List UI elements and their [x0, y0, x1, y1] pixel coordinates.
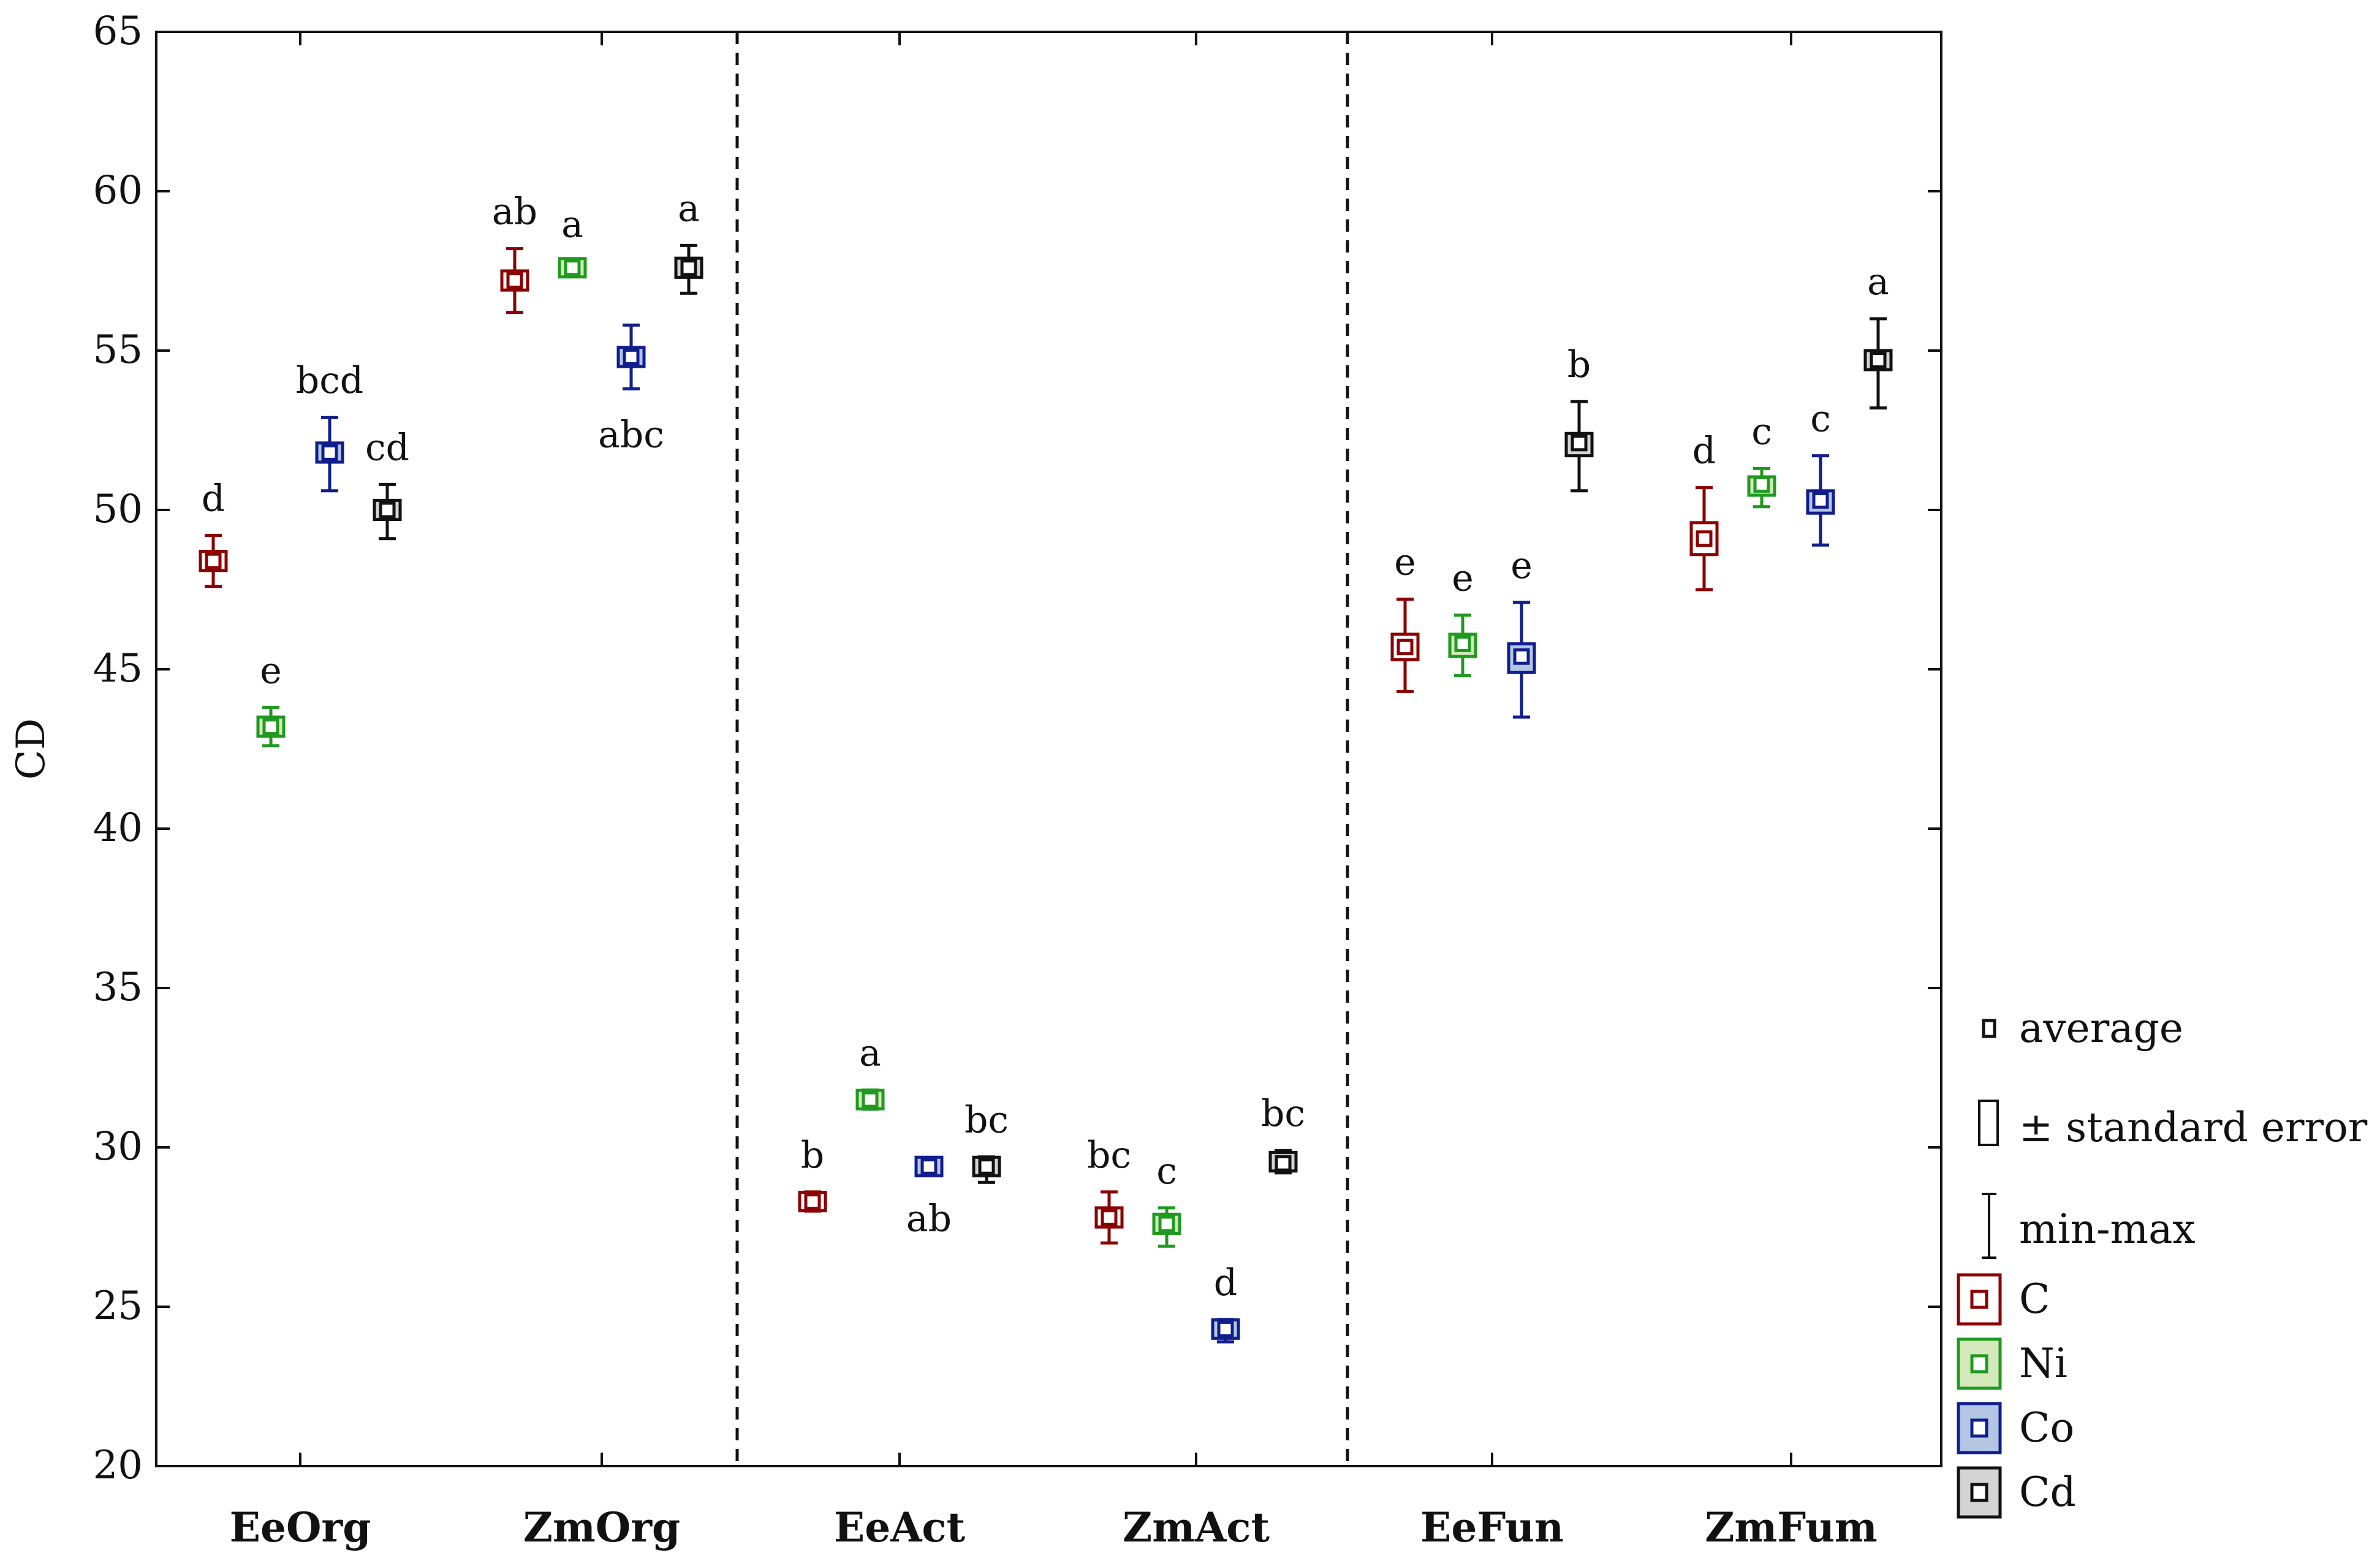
x-category-label: ZmOrg [523, 1503, 680, 1551]
legend-stat-label: min-max [2019, 1206, 2196, 1253]
series-cd [373, 243, 1893, 1184]
significance-letter: c [1156, 1150, 1177, 1193]
significance-letter: bcd [296, 359, 363, 402]
y-axis-title: CD [9, 718, 54, 780]
mean-marker [920, 1158, 938, 1175]
mean-marker [1275, 1155, 1292, 1172]
y-tick-label: 35 [93, 965, 143, 1010]
x-category-label: EeFun [1420, 1503, 1564, 1551]
x-category-label: EeAct [834, 1503, 966, 1551]
mean-marker [978, 1158, 995, 1175]
mean-marker [379, 501, 396, 519]
y-tick-label: 40 [93, 805, 143, 851]
mean-marker [1158, 1215, 1175, 1233]
mean-marker [1101, 1209, 1118, 1226]
mean-marker [1217, 1320, 1234, 1337]
mean-marker [1696, 530, 1713, 547]
significance-letter: bc [965, 1099, 1009, 1142]
significance-letter: a [678, 187, 700, 230]
y-tick-label: 55 [93, 327, 143, 373]
significance-letter: ab [906, 1198, 952, 1241]
significance-letter: c [1810, 398, 1831, 441]
y-tick-label: 25 [93, 1283, 143, 1329]
legend-stat-label: average [2019, 1005, 2183, 1052]
series-ni [256, 257, 1776, 1248]
y-tick-label: 20 [93, 1443, 143, 1488]
legend-series-label: Cd [2019, 1469, 2076, 1516]
series-co [315, 323, 1835, 1344]
mean-marker [1454, 635, 1471, 652]
significance-letter: e [260, 649, 282, 692]
significance-letter: abc [598, 413, 664, 456]
legend-stat-label: ± standard error [2019, 1104, 2368, 1151]
series-c [199, 247, 1719, 1245]
legend-average-icon [1982, 1019, 1996, 1038]
mean-marker [1870, 352, 1887, 369]
significance-letter: bc [1261, 1092, 1305, 1135]
mean-marker [623, 348, 640, 365]
significance-letter: a [561, 203, 583, 246]
legend-swatch-marker [1970, 1290, 1988, 1309]
significance-letter: b [801, 1134, 824, 1177]
y-tick-label: 60 [93, 168, 143, 213]
x-category-label: EeOrg [230, 1503, 371, 1551]
mean-marker [680, 259, 697, 276]
x-category-label: ZmFum [1705, 1503, 1878, 1551]
mean-marker [1812, 492, 1829, 509]
plot-frame [155, 31, 1942, 1467]
significance-letter: c [1751, 410, 1772, 453]
legend-series-label: Co [2019, 1404, 2074, 1451]
mean-marker [506, 272, 523, 289]
significance-letter: a [859, 1032, 881, 1074]
legend: average ± standard error min-max C Ni Co Cd [1957, 1005, 2368, 1519]
mean-marker [262, 718, 279, 735]
legend-series-label: Ni [2019, 1340, 2067, 1387]
significance-letter: d [1214, 1261, 1237, 1304]
significance-letter: e [1510, 544, 1533, 587]
significance-letter: bc [1087, 1134, 1131, 1177]
mean-marker [862, 1091, 879, 1108]
legend-se-icon [1978, 1100, 1999, 1146]
mean-marker [804, 1193, 821, 1210]
y-tick-label: 50 [93, 487, 143, 532]
significance-letter: b [1567, 343, 1591, 386]
x-category-label: ZmAct [1123, 1503, 1270, 1551]
mean-marker [205, 552, 222, 569]
mean-marker [321, 444, 338, 461]
significance-letter: a [1867, 260, 1889, 303]
legend-series-label: C [2019, 1275, 2050, 1323]
mean-marker [564, 259, 581, 276]
legend-swatch-marker [1970, 1418, 1988, 1438]
legend-swatch-marker [1970, 1354, 1988, 1374]
significance-letter: cd [365, 426, 409, 469]
y-tick-label: 30 [93, 1124, 143, 1169]
significance-letter: ab [492, 191, 537, 234]
legend-swatch-marker [1970, 1483, 1988, 1502]
significance-letter: d [1692, 430, 1716, 473]
mean-marker [1397, 639, 1414, 656]
se-box [1390, 633, 1420, 661]
mean-marker [1513, 648, 1530, 665]
y-tick-label: 45 [93, 646, 143, 691]
significance-letter: e [1394, 541, 1416, 584]
y-tick-label: 65 [93, 9, 143, 54]
significance-letter: d [202, 477, 225, 520]
mean-marker [1753, 476, 1770, 493]
significance-letter: e [1452, 557, 1474, 600]
mean-marker [1571, 435, 1588, 452]
